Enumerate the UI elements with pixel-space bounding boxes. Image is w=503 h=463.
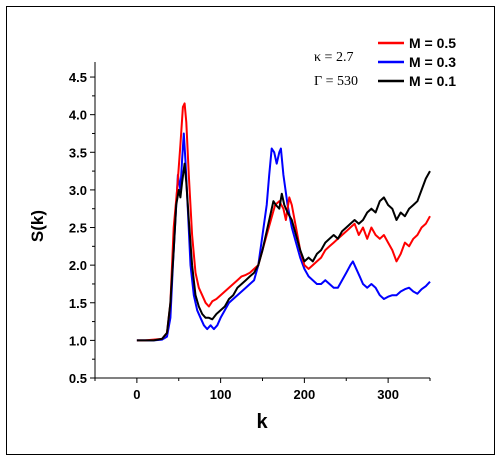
series-lines — [136, 102, 431, 342]
y-tick-label: 1.5 — [69, 296, 87, 311]
gamma-annotation: Γ = 530 — [314, 74, 358, 89]
y-tick-label: 4.5 — [69, 70, 87, 85]
series-line — [136, 102, 431, 342]
figure-frame — [6, 6, 495, 455]
x-tick-label: 0 — [133, 387, 140, 402]
x-tick-label: 100 — [210, 387, 232, 402]
series-line — [136, 162, 431, 342]
legend-label: M = 0.5 — [409, 35, 456, 51]
y-tick-label: 2.5 — [69, 221, 87, 236]
x-tick-label: 200 — [294, 387, 316, 402]
y-tick-label: 0.5 — [69, 371, 87, 386]
y-tick-label: 2.0 — [69, 258, 87, 273]
legend-label: M = 0.1 — [409, 73, 456, 89]
kappa-annotation: κ = 2.7 — [314, 50, 353, 65]
y-tick-label: 1.0 — [69, 333, 87, 348]
legend-label: M = 0.3 — [409, 54, 456, 70]
x-axis-title: k — [256, 411, 268, 433]
ticks: 0.5 1.0 1.5 2.0 2.5 3.0 3.5 4.0 4.5 0 100 200 300 — [69, 70, 431, 402]
y-axis-title: S(k) — [28, 210, 47, 242]
y-tick-label: 4.0 — [69, 108, 87, 123]
legend: M = 0.5 M = 0.3 M = 0.1 — [378, 35, 456, 89]
y-tick-label: 3.0 — [69, 183, 87, 198]
y-tick-label: 3.5 — [69, 145, 87, 160]
x-tick-label: 300 — [377, 387, 399, 402]
